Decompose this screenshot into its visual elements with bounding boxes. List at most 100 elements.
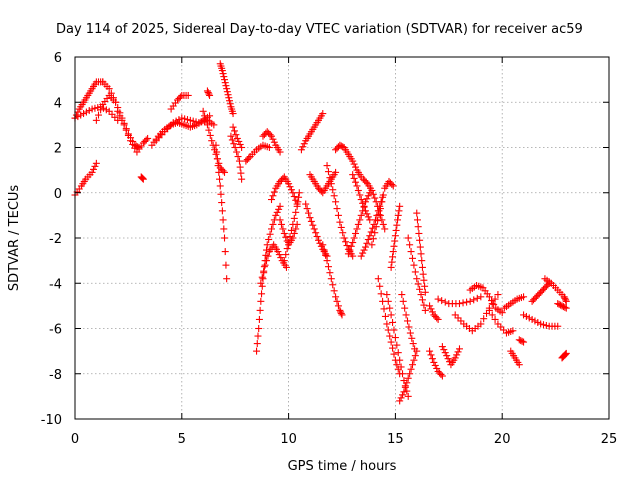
data-point — [390, 242, 398, 250]
data-point — [378, 216, 386, 224]
data-point — [255, 315, 263, 323]
data-point — [233, 148, 241, 156]
data-point — [292, 208, 300, 216]
data-point — [404, 392, 412, 400]
data-point — [208, 137, 216, 145]
data-point — [352, 163, 360, 171]
data-point — [213, 148, 221, 156]
data-point — [287, 226, 295, 234]
data-point — [361, 243, 369, 251]
data-point — [332, 168, 340, 176]
data-point — [400, 388, 408, 396]
data-point — [360, 246, 368, 254]
data-point — [477, 293, 485, 301]
data-point — [258, 290, 266, 298]
data-point — [490, 300, 498, 308]
data-point — [282, 233, 290, 241]
data-point — [420, 301, 428, 309]
data-point — [421, 282, 429, 290]
data-point — [263, 241, 271, 249]
data-point — [410, 261, 418, 269]
data-point — [122, 126, 130, 134]
data-point — [292, 225, 300, 233]
data-point — [375, 211, 383, 219]
data-point — [222, 261, 230, 269]
x-tick-label: 15 — [387, 432, 404, 447]
data-point — [92, 116, 100, 124]
data-point — [144, 134, 152, 142]
data-point — [222, 82, 230, 90]
data-point — [509, 327, 517, 335]
data-point — [359, 249, 367, 257]
data-point — [223, 88, 231, 96]
data-point — [393, 341, 401, 349]
data-point — [364, 192, 372, 200]
data-point — [221, 79, 229, 87]
data-point — [210, 121, 218, 129]
series-arc53 — [528, 279, 553, 305]
data-point — [290, 214, 298, 222]
series-arc55 — [554, 300, 570, 312]
data-point — [381, 312, 389, 320]
data-point — [384, 297, 392, 305]
data-point — [405, 323, 413, 331]
series-arc51 — [515, 336, 528, 346]
data-point — [90, 165, 98, 173]
data-point — [320, 246, 328, 254]
data-point — [349, 157, 357, 165]
data-point — [426, 302, 434, 310]
data-point — [428, 308, 436, 316]
data-point — [257, 279, 265, 287]
data-points — [71, 60, 570, 405]
data-point — [277, 220, 285, 228]
data-point — [275, 205, 283, 213]
series-arc47 — [466, 282, 506, 317]
data-point — [404, 234, 412, 242]
data-point — [221, 76, 229, 84]
data-point — [334, 302, 342, 310]
data-point — [438, 372, 446, 380]
data-point — [387, 338, 395, 346]
series-arc26 — [306, 168, 340, 197]
chart-title: Day 114 of 2025, Sidereal Day-to-day VTE… — [56, 22, 583, 37]
data-point — [259, 275, 267, 283]
data-point — [561, 351, 569, 359]
data-point — [413, 275, 421, 283]
data-point — [434, 315, 442, 323]
data-point — [562, 296, 570, 304]
data-point — [488, 300, 496, 308]
data-point — [299, 143, 307, 151]
data-point — [306, 214, 314, 222]
data-point — [245, 154, 253, 162]
data-point — [397, 394, 405, 402]
data-point — [411, 345, 419, 353]
data-point — [204, 88, 212, 96]
data-point — [221, 248, 229, 256]
data-point — [394, 216, 402, 224]
data-point — [414, 223, 422, 231]
series-arc20 — [257, 241, 290, 287]
data-point — [407, 365, 415, 373]
data-point — [357, 252, 365, 260]
data-point — [230, 127, 238, 135]
data-point — [266, 230, 274, 238]
y-tick-label: -10 — [41, 413, 62, 428]
series-arc31 — [349, 171, 374, 224]
data-point — [390, 326, 398, 334]
data-point — [485, 293, 493, 301]
data-point — [116, 112, 124, 120]
series-arc24 — [297, 110, 327, 154]
data-point — [235, 157, 243, 165]
data-point — [129, 140, 137, 148]
data-point — [441, 349, 449, 357]
data-point — [408, 254, 416, 262]
data-point — [340, 234, 348, 242]
series-arc41 — [413, 209, 429, 296]
data-point — [369, 190, 377, 198]
series-arc36 — [383, 291, 412, 400]
data-point — [455, 300, 463, 308]
data-point — [268, 196, 276, 204]
x-tick-label: 0 — [71, 432, 79, 447]
data-point — [224, 91, 232, 99]
data-point — [226, 97, 234, 105]
